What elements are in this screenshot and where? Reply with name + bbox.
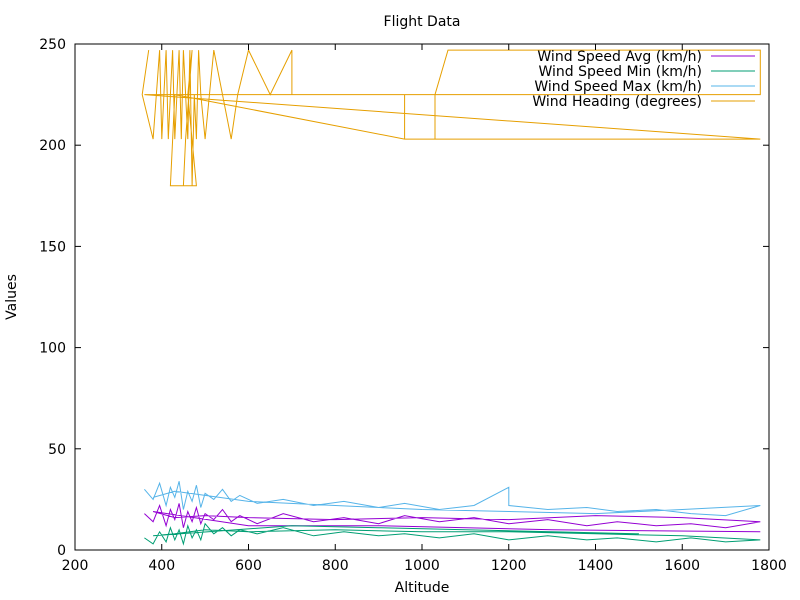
series-layer — [141, 48, 761, 546]
x-tick-label: 1800 — [751, 558, 787, 574]
x-tick-label: 1600 — [664, 558, 700, 574]
legend-label-1: Wind Speed Min (km/h) — [538, 64, 702, 80]
x-tick-label: 800 — [322, 558, 349, 574]
x-tick-label: 1000 — [404, 558, 440, 574]
legend-label-0: Wind Speed Avg (km/h) — [537, 49, 702, 65]
legend-label-3: Wind Heading (degrees) — [532, 94, 702, 110]
y-tick-label: 200 — [39, 138, 66, 154]
legend: Wind Speed Avg (km/h)Wind Speed Min (km/… — [532, 49, 755, 110]
chart-title: Flight Data — [384, 14, 461, 30]
x-tick-label: 1200 — [491, 558, 527, 574]
y-tick-label: 50 — [48, 442, 66, 458]
x-tick-label: 1400 — [578, 558, 614, 574]
x-tick-label: 200 — [62, 558, 89, 574]
y-axis-label: Values — [4, 274, 20, 320]
ticks-layer: 200 400 600 800 1000 1200 1400 1600 1800 0 50 100 15… — [39, 37, 787, 574]
series-line-1 — [144, 522, 761, 546]
y-tick-label: 0 — [57, 543, 66, 559]
x-axis-label: Altitude — [395, 580, 450, 596]
y-tick-label: 150 — [39, 239, 66, 255]
plot-frame — [74, 43, 770, 551]
legend-label-2: Wind Speed Max (km/h) — [534, 79, 702, 95]
series-line-3 — [141, 48, 761, 187]
series-line-2 — [144, 481, 761, 517]
y-tick-label: 100 — [39, 341, 66, 357]
series-line-0 — [144, 503, 761, 533]
x-tick-label: 600 — [235, 558, 262, 574]
y-tick-label: 250 — [39, 37, 66, 53]
x-tick-label: 400 — [148, 558, 175, 574]
